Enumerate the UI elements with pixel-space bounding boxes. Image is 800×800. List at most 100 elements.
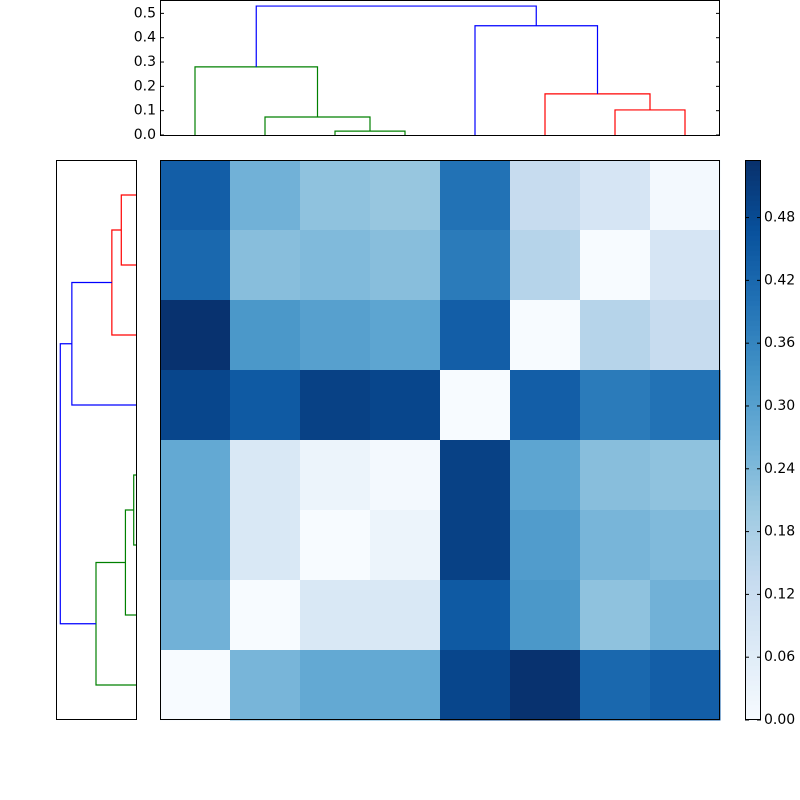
colorbar-swatch xyxy=(745,195,761,201)
plot-layer: 0.00 0.06 0.12 0.18 0.24 0.30 0.36 0.42 0.48 0.0 0… xyxy=(59,5,795,728)
colorbar-swatch xyxy=(745,340,761,346)
colorbar-swatch xyxy=(745,240,761,246)
colorbar-swatch xyxy=(745,410,761,416)
heatmap-cell xyxy=(160,440,231,511)
colorbar-swatch xyxy=(745,660,761,666)
colorbar-swatch xyxy=(745,545,761,551)
y-tick-label: 0.3 xyxy=(134,54,156,70)
colorbar-swatch xyxy=(745,315,761,321)
colorbar-swatch xyxy=(745,620,761,626)
colorbar-swatch xyxy=(745,580,761,586)
colorbar-tick-label: 0.42 xyxy=(764,272,795,288)
colorbar-tick-label: 0.18 xyxy=(764,524,795,540)
colorbar-swatch xyxy=(745,190,761,196)
heatmap-cell xyxy=(580,370,651,441)
colorbar-swatch xyxy=(745,500,761,506)
heatmap-cell xyxy=(510,370,581,441)
colorbar-swatch xyxy=(745,415,761,421)
colorbar-swatch xyxy=(745,275,761,281)
heatmap-cell xyxy=(650,440,721,511)
colorbar-swatch xyxy=(745,450,761,456)
top-dendrogram-frame xyxy=(160,0,720,136)
colorbar-swatch xyxy=(745,400,761,406)
colorbar-swatch xyxy=(745,680,761,686)
heatmap-cell xyxy=(160,160,231,231)
colorbar-swatch xyxy=(745,390,761,396)
y-tick-label: 0.2 xyxy=(134,78,156,94)
y-tick-label: 0.0 xyxy=(134,127,156,143)
colorbar-swatch xyxy=(745,330,761,336)
heatmap-cell xyxy=(580,580,651,651)
heatmap-cell xyxy=(440,230,511,301)
left-dendrogram-frame xyxy=(56,160,137,720)
colorbar-swatch xyxy=(745,700,761,706)
colorbar-swatch xyxy=(745,530,761,536)
colorbar-swatch xyxy=(745,465,761,471)
colorbar-swatch xyxy=(745,445,761,451)
colorbar-swatch xyxy=(745,610,761,616)
heatmap-cell xyxy=(230,300,301,371)
colorbar-swatch xyxy=(745,325,761,331)
heatmap-cell xyxy=(510,230,581,301)
heatmap-cell xyxy=(510,510,581,581)
colorbar-swatch xyxy=(745,335,761,341)
colorbar-tick-label: 0.00 xyxy=(764,712,795,728)
colorbar-swatch xyxy=(745,655,761,661)
colorbar-swatch xyxy=(745,380,761,386)
heatmap-cell xyxy=(300,370,371,441)
colorbar-swatch xyxy=(745,245,761,251)
colorbar-swatch xyxy=(745,715,761,721)
heatmap-cell xyxy=(650,300,721,371)
heatmap-cell xyxy=(230,160,301,231)
colorbar-swatch xyxy=(745,615,761,621)
y-tick-label: 0.4 xyxy=(134,30,156,46)
colorbar-swatch xyxy=(745,425,761,431)
colorbar-swatch xyxy=(745,605,761,611)
heatmap-cell xyxy=(160,230,231,301)
heatmap-cell xyxy=(440,440,511,511)
heatmap-cell xyxy=(440,580,511,651)
colorbar-swatch xyxy=(745,650,761,656)
colorbar-swatch xyxy=(745,435,761,441)
heatmap-cell xyxy=(440,370,511,441)
colorbar-swatch xyxy=(745,310,761,316)
heatmap-cell xyxy=(650,160,721,231)
heatmap-cell xyxy=(650,510,721,581)
colorbar-swatch xyxy=(745,280,761,286)
left-dendrogram-link xyxy=(59,343,96,625)
colorbar-swatch xyxy=(745,350,761,356)
heatmap-cell xyxy=(300,440,371,511)
colorbar-swatch xyxy=(745,460,761,466)
colorbar-swatch xyxy=(745,300,761,306)
heatmap-cell xyxy=(580,650,651,721)
heatmap-cell xyxy=(230,650,301,721)
colorbar-swatch xyxy=(745,670,761,676)
colorbar-swatch xyxy=(745,320,761,326)
colorbar-swatch xyxy=(745,360,761,366)
colorbar-swatch xyxy=(745,290,761,296)
colorbar-swatch xyxy=(745,480,761,486)
colorbar-swatch xyxy=(745,250,761,256)
colorbar-swatch xyxy=(745,710,761,716)
heatmap-cell xyxy=(440,650,511,721)
heatmap-cell xyxy=(580,160,651,231)
heatmap-cell xyxy=(650,230,721,301)
colorbar-swatch xyxy=(745,625,761,631)
heatmap-cell xyxy=(510,300,581,371)
colorbar-swatch xyxy=(745,295,761,301)
colorbar-frame xyxy=(745,160,761,720)
heatmap-cell xyxy=(300,300,371,371)
heatmap-cell xyxy=(370,510,441,581)
colorbar-swatch xyxy=(745,210,761,216)
colorbar-tick-label: 0.36 xyxy=(764,335,795,351)
colorbar-tick-label: 0.12 xyxy=(764,586,795,602)
heatmap-cell xyxy=(300,580,371,651)
colorbar-swatch xyxy=(745,495,761,501)
colorbar-swatch xyxy=(745,355,761,361)
colorbar-swatch xyxy=(745,515,761,521)
colorbar-swatch xyxy=(745,645,761,651)
colorbar-swatch xyxy=(745,550,761,556)
colorbar-swatch xyxy=(745,185,761,191)
colorbar-swatch xyxy=(745,505,761,511)
